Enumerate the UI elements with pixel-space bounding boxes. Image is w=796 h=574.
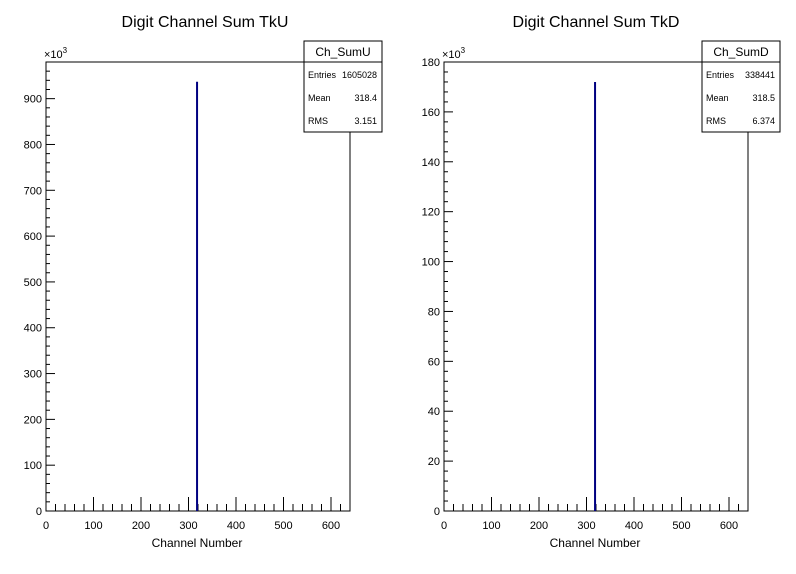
stats-name-left: Ch_SumU [315,45,370,59]
y-axis-right: 0 20 40 60 80 100 120 140 160 180 [422,57,453,518]
x-tick-label: 400 [227,520,245,532]
stats-value-entries-right: 338441 [745,70,775,80]
y-tick-label: 100 [24,460,42,472]
y-tick-label: 300 [24,369,42,381]
stats-label-mean-right: Mean [706,93,729,103]
y-tick-label: 20 [428,456,440,468]
stats-name-right: Ch_SumD [713,45,769,59]
y-tick-label: 0 [434,506,440,518]
x-tick-label: 600 [322,520,340,532]
stats-box-right: Ch_SumD Entries 338441 Mean 318.5 RMS 6.… [701,40,781,133]
y-tick-label: 100 [422,257,440,269]
x-tick-label: 300 [179,520,197,532]
x-tick-label: 200 [530,520,548,532]
y-tick-label: 700 [24,185,42,197]
stats-value-entries-left: 1605028 [342,70,377,80]
x-tick-label: 600 [720,520,738,532]
y-tick-label: 40 [428,406,440,418]
x-tick-label: 0 [43,520,49,532]
x-tick-label: 200 [132,520,150,532]
y-tick-label: 180 [422,57,440,69]
y-tick-label: 600 [24,231,42,243]
x-axis-title-left: Channel Number [152,536,243,550]
x-tick-label: 500 [274,520,292,532]
chart-title-left: Digit Channel Sum TkU [122,14,289,31]
x-axis-left: 0 100 200 300 400 500 600 [43,497,351,532]
x-tick-label: 100 [482,520,500,532]
y-tick-label: 80 [428,306,440,318]
y-tick-label: 60 [428,356,440,368]
stats-label-entries-right: Entries [706,70,735,80]
stats-label-rms-left: RMS [308,116,328,126]
stats-value-mean-left: 318.4 [354,93,377,103]
panel-left: Digit Channel Sum TkU 0 100 200 300 400 500 60… [24,14,383,550]
x-tick-label: 300 [577,520,595,532]
y-tick-label: 200 [24,414,42,426]
y-tick-label: 120 [422,207,440,219]
chart-title-right: Digit Channel Sum TkD [513,14,680,31]
stats-label-rms-right: RMS [706,116,726,126]
x-tick-label: 500 [672,520,690,532]
x-tick-label: 100 [84,520,102,532]
panel-right: Digit Channel Sum TkD 0 20 40 60 80 100 120 140… [422,14,781,550]
y-tick-label: 400 [24,323,42,335]
stats-label-mean-left: Mean [308,93,331,103]
y-tick-label: 0 [36,506,42,518]
y-exponent-label-left: ×103 [44,46,68,61]
y-axis-left: 0 100 200 300 400 500 600 700 800 900 [24,61,55,518]
y-tick-label: 500 [24,277,42,289]
y-exponent-label-right: ×103 [442,46,466,61]
x-axis-title-right: Channel Number [550,536,641,550]
stats-label-entries-left: Entries [308,70,337,80]
stats-value-rms-left: 3.151 [354,116,377,126]
y-tick-label: 160 [422,107,440,119]
x-tick-label: 400 [625,520,643,532]
x-axis-right: 0 100 200 300 400 500 600 [441,497,749,532]
y-tick-label: 800 [24,139,42,151]
y-tick-label: 900 [24,94,42,106]
stats-value-rms-right: 6.374 [752,116,775,126]
stats-value-mean-right: 318.5 [752,93,775,103]
stats-box-left: Ch_SumU Entries 1605028 Mean 318.4 RMS 3… [303,40,383,133]
y-tick-label: 140 [422,157,440,169]
x-tick-label: 0 [441,520,447,532]
